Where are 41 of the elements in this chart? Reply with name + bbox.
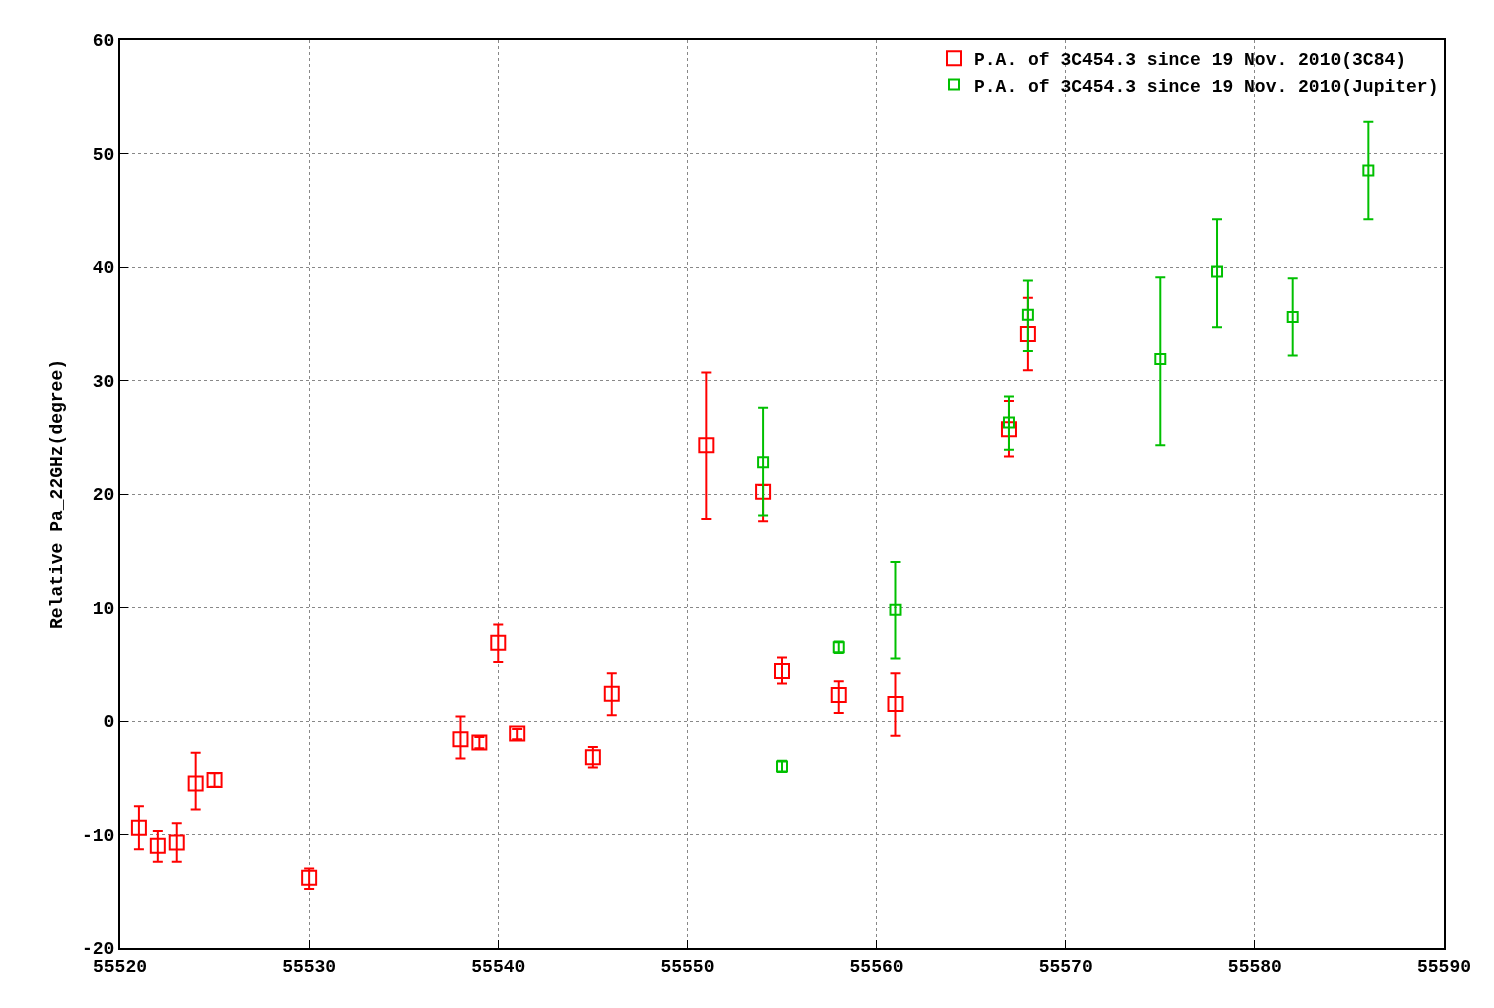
y-tick-label: 40 — [92, 258, 115, 279]
y-tick-label: -10 — [81, 825, 115, 846]
y-tick-label: 20 — [92, 485, 115, 506]
x-tick-label: 55550 — [660, 956, 715, 977]
point — [1211, 265, 1224, 278]
point — [889, 603, 902, 616]
point — [1021, 308, 1034, 321]
point — [1000, 421, 1017, 438]
point — [1286, 310, 1299, 323]
point — [130, 819, 147, 836]
y-tick-label: 60 — [92, 31, 115, 52]
point — [1154, 352, 1167, 365]
y-axis-title: Relative Pa_22GHz(degree) — [46, 358, 67, 630]
point — [1002, 416, 1015, 429]
x-tick-label: 55530 — [282, 956, 337, 977]
y-tick-label: 10 — [92, 598, 115, 619]
x-tick-label: 55540 — [471, 956, 526, 977]
point — [187, 775, 204, 792]
point — [490, 634, 507, 651]
x-tick-label: 55580 — [1227, 956, 1282, 977]
point — [452, 731, 469, 748]
point — [1362, 164, 1375, 177]
legend-label: P.A. of 3C454.3 since 19 Nov. 2010(Jupiter) — [974, 76, 1439, 97]
point — [774, 663, 790, 680]
point — [830, 686, 847, 703]
y-tick-label: 50 — [92, 144, 115, 165]
legend-label: P.A. of 3C454.3 since 19 Nov. 2010(3C84) — [974, 50, 1407, 71]
point — [698, 437, 715, 454]
point — [168, 834, 185, 851]
x-tick-label: 55590 — [1416, 956, 1472, 977]
point — [603, 685, 620, 702]
x-tick-label: 55570 — [1038, 956, 1093, 977]
y-tick-label: 0 — [103, 712, 115, 733]
x-tick-label: 55560 — [849, 956, 904, 977]
point — [301, 869, 318, 886]
point — [887, 695, 904, 712]
point — [149, 837, 166, 854]
point — [755, 483, 772, 500]
point — [757, 456, 770, 469]
y-tick-label: 30 — [92, 371, 115, 392]
point — [1019, 325, 1036, 342]
